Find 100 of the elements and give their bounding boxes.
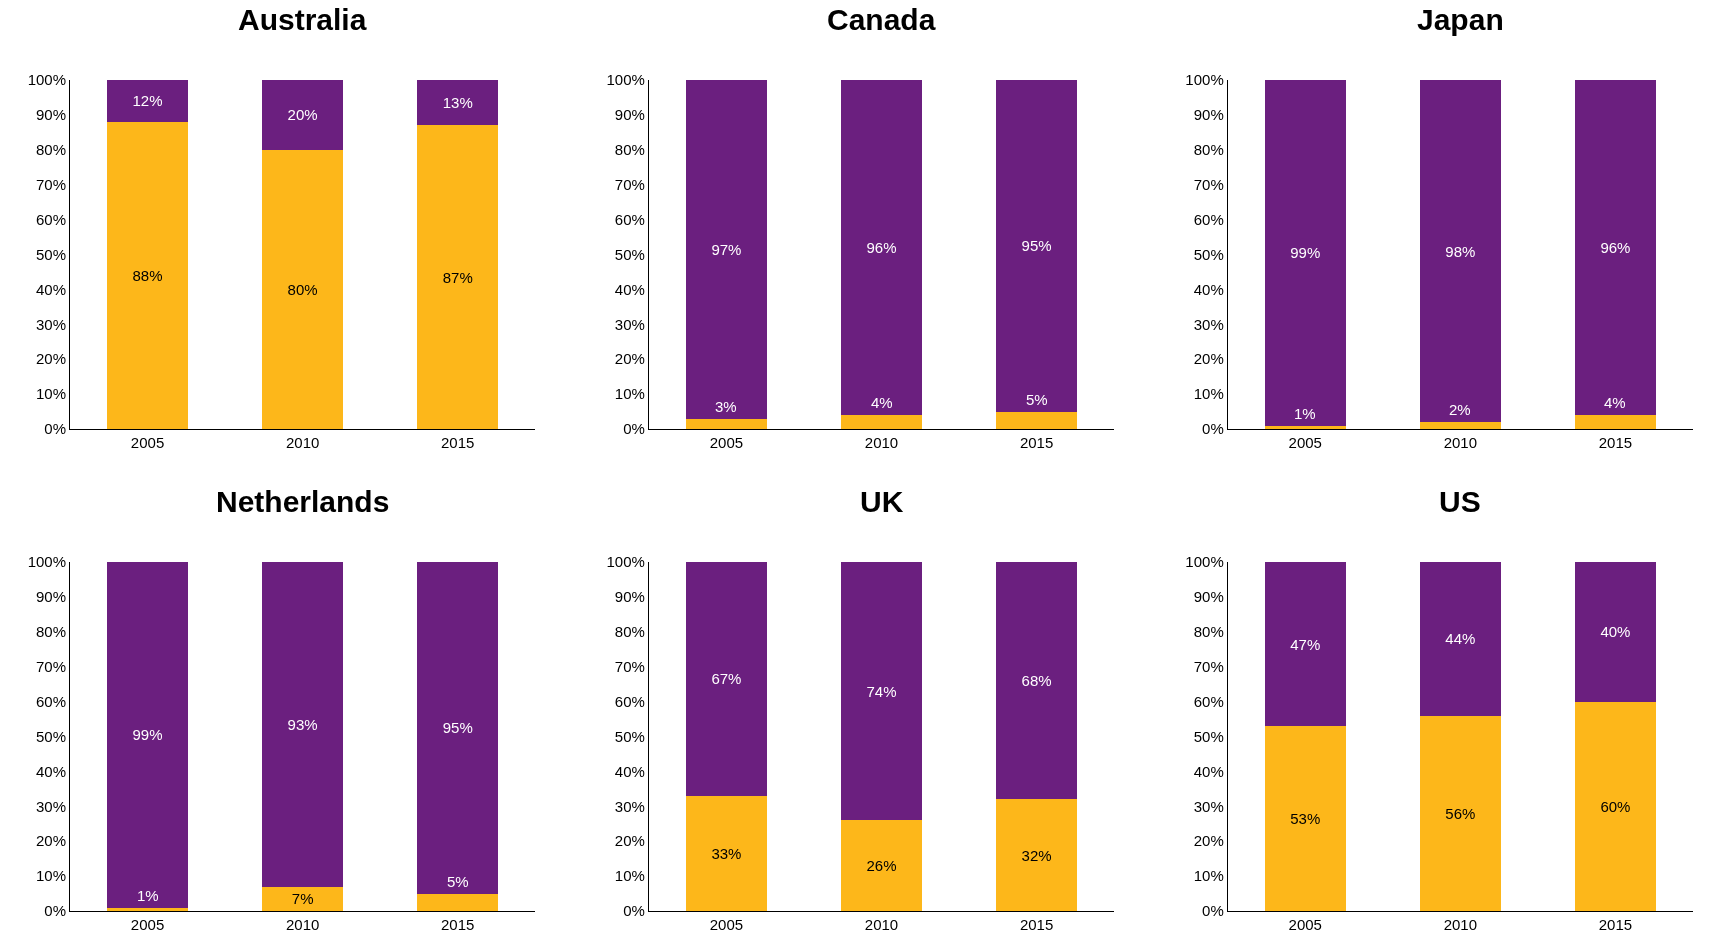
data-label: 40%: [1600, 623, 1631, 641]
data-label: 44%: [1445, 630, 1476, 648]
data-label: 47%: [1290, 635, 1321, 653]
chart-title: Japan: [1417, 3, 1504, 36]
data-label: 12%: [132, 92, 163, 110]
data-label: 2%: [1449, 401, 1471, 418]
bar: [417, 80, 499, 126]
x-tick-label: 2010: [1443, 434, 1478, 452]
x-tick-label: 2015: [1019, 916, 1054, 933]
y-tick-label: 50%: [1193, 727, 1224, 745]
data-label: 5%: [447, 873, 469, 890]
x-tick-label: 2005: [709, 916, 744, 933]
y-tick-label: 60%: [1193, 210, 1224, 228]
x-tick-label: 2005: [1288, 434, 1322, 452]
y-tick-label: 100%: [1185, 553, 1224, 571]
bar: [107, 80, 188, 122]
data-label: 5%: [1026, 391, 1048, 408]
chart-title: Australia: [238, 3, 367, 36]
data-label: 7%: [291, 890, 314, 908]
y-tick-label: 0%: [623, 902, 645, 920]
y-tick-label: 70%: [35, 175, 66, 193]
y-tick-label: 50%: [35, 245, 66, 263]
y-tick-label: 90%: [35, 106, 66, 124]
bar: [417, 893, 499, 911]
x-tick-label: 2015: [441, 434, 475, 452]
y-tick-label: 80%: [1193, 623, 1224, 641]
y-tick-label: 80%: [35, 141, 66, 159]
data-label: 1%: [1294, 405, 1316, 422]
bar: [686, 795, 767, 911]
bar: [417, 125, 499, 430]
data-label: 4%: [1604, 394, 1626, 411]
y-tick-label: 70%: [35, 657, 66, 675]
data-label: 68%: [1021, 672, 1052, 690]
y-tick-label: 90%: [35, 588, 66, 606]
bar: [1420, 561, 1501, 716]
y-tick-label: 20%: [35, 350, 66, 368]
y-tick-label: 80%: [614, 623, 645, 641]
bar: [417, 561, 499, 894]
data-label: 87%: [442, 268, 473, 286]
y-tick-label: 30%: [614, 797, 645, 815]
x-tick-label: 2010: [864, 434, 899, 452]
y-tick-label: 20%: [614, 832, 645, 850]
bar: [1575, 80, 1656, 416]
y-tick-label: 100%: [606, 71, 645, 89]
bar: [686, 561, 767, 796]
data-label: 33%: [711, 844, 742, 862]
x-tick-label: 2010: [285, 916, 320, 933]
y-tick-label: 10%: [35, 385, 66, 403]
y-tick-label: 60%: [614, 210, 645, 228]
y-tick-label: 60%: [35, 210, 66, 228]
y-tick-label: 50%: [1193, 245, 1224, 263]
x-tick-label: 2010: [864, 916, 899, 933]
y-tick-label: 30%: [35, 315, 66, 333]
x-tick-label: 2010: [1443, 916, 1478, 933]
y-tick-label: 50%: [35, 727, 66, 745]
y-tick-label: 80%: [35, 623, 66, 641]
y-tick-label: 100%: [27, 553, 66, 571]
data-label: 3%: [715, 398, 737, 415]
data-label: 60%: [1600, 797, 1631, 815]
y-tick-label: 30%: [35, 797, 66, 815]
x-tick-label: 2005: [130, 916, 165, 933]
data-label: 56%: [1445, 804, 1476, 822]
x-tick-label: 2015: [441, 916, 475, 933]
bar: [1575, 561, 1656, 702]
bar: [996, 561, 1077, 800]
data-label: 20%: [287, 106, 318, 124]
y-tick-label: 30%: [614, 315, 645, 333]
y-tick-label: 20%: [1193, 350, 1224, 368]
y-tick-label: 90%: [1193, 106, 1224, 124]
y-tick-label: 80%: [614, 141, 645, 159]
bar: [262, 80, 343, 150]
data-label: 96%: [1600, 239, 1631, 257]
y-tick-label: 30%: [1193, 797, 1224, 815]
data-label: 80%: [287, 280, 318, 298]
data-label: 67%: [711, 670, 742, 688]
y-tick-label: 50%: [614, 727, 645, 745]
bar: [1575, 415, 1656, 430]
y-tick-label: 10%: [1193, 867, 1224, 885]
y-tick-label: 60%: [614, 692, 645, 710]
data-label: 95%: [1021, 237, 1052, 255]
y-tick-label: 10%: [614, 385, 645, 403]
data-label: 13%: [442, 94, 473, 112]
data-label: 26%: [866, 857, 897, 875]
data-label: 99%: [1290, 244, 1321, 262]
chart-title: Canada: [827, 3, 936, 36]
data-label: 4%: [871, 394, 893, 411]
data-label: 32%: [1021, 846, 1052, 864]
bar: [262, 886, 343, 911]
data-label: 99%: [132, 726, 163, 744]
x-tick-label: 2005: [1288, 916, 1322, 933]
y-tick-label: 70%: [614, 175, 645, 193]
bar: [262, 561, 343, 887]
y-tick-label: 0%: [44, 420, 66, 438]
bar: [1575, 701, 1656, 911]
chart-title: US: [1439, 485, 1481, 518]
y-tick-label: 0%: [1202, 420, 1224, 438]
y-tick-label: 10%: [614, 867, 645, 885]
bar: [841, 415, 922, 430]
y-tick-label: 50%: [614, 245, 645, 263]
y-tick-label: 40%: [35, 762, 66, 780]
